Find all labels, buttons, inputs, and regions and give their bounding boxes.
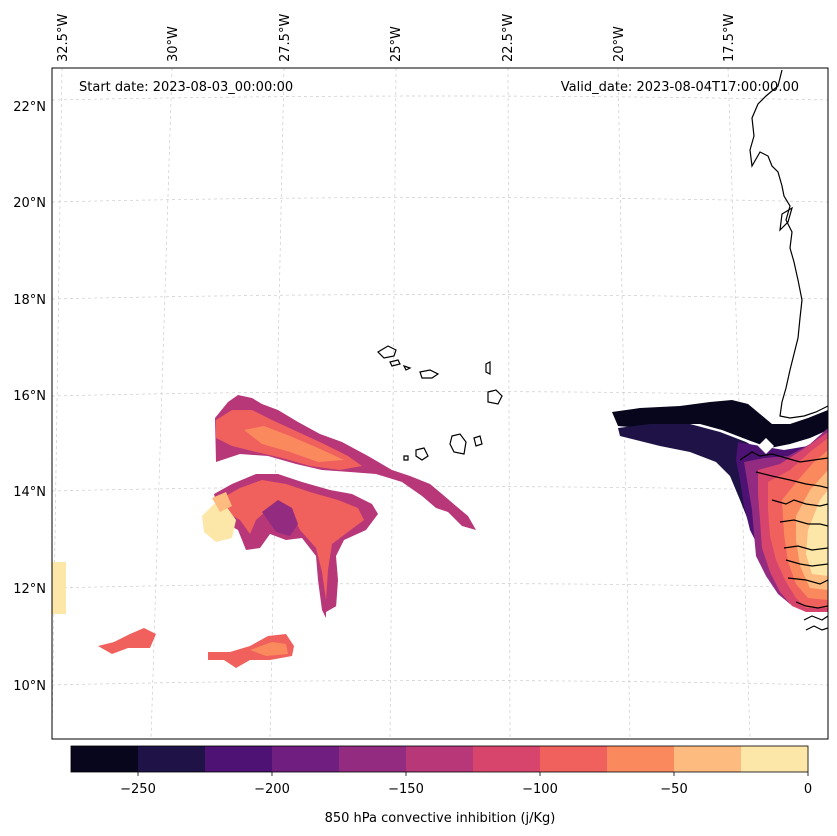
lat-label: 18°N: [13, 293, 46, 308]
gridlines: [52, 68, 828, 739]
colorbar-segment: [607, 746, 675, 772]
lat-label: 16°N: [13, 389, 46, 404]
lat-label: 22°N: [13, 100, 46, 115]
colorbar-segment: [540, 746, 608, 772]
colorbar-tick-label: −200: [254, 782, 290, 797]
colorbar-label: 850 hPa convective inhibition (j/Kg): [325, 811, 556, 826]
colorbar-segment: [674, 746, 742, 772]
cin-region-s-patch-inner: [250, 642, 288, 656]
colorbar-segment: [205, 746, 273, 772]
cin-region-swirl-peach: [212, 492, 232, 512]
cin-field: [52, 395, 828, 668]
lat-label: 14°N: [13, 485, 46, 500]
lon-label: 17.5°W: [722, 14, 737, 62]
colorbar-segment: [741, 746, 809, 772]
colorbar-segment: [339, 746, 407, 772]
cin-hole-1: [758, 438, 774, 454]
cin-hole-2: [326, 604, 340, 630]
colorbar-tick-label: −250: [120, 782, 156, 797]
start-date-label: Start date: 2023-08-03_00:00:00: [79, 80, 293, 95]
colorbar-segment: [138, 746, 206, 772]
valid-date-label: Valid_date: 2023-08-04T17:00:00.00: [561, 80, 799, 95]
coastlines: [377, 69, 828, 631]
lon-labels: 32.5°W 30°W 27.5°W 25°W 22.5°W 20°W 17.5…: [56, 14, 737, 62]
colorbar-tick-label: 0: [804, 782, 812, 797]
colorbar-ticks: −250 −200 −150 −100 −50 0: [120, 782, 812, 797]
colorbar-segment: [272, 746, 340, 772]
colorbar-segment: [406, 746, 474, 772]
colorbar-segment: [71, 746, 139, 772]
cin-region-west-edge: [52, 562, 66, 614]
lon-label: 27.5°W: [278, 14, 293, 62]
cin-region-upper-band-core: [244, 426, 344, 462]
colorbar-segment: [473, 746, 541, 772]
lat-label: 12°N: [13, 582, 46, 597]
lat-labels: 22°N 20°N 18°N 16°N 14°N 12°N 10°N: [13, 100, 46, 694]
cin-region-east-light: [806, 490, 828, 576]
colorbar-tick-label: −100: [522, 782, 558, 797]
cin-region-east-dark: [612, 400, 828, 448]
cin-region-swirl-pocket: [262, 500, 298, 536]
map-frame: [51, 67, 829, 740]
cin-region-sw-patch: [98, 628, 156, 654]
lat-label: 20°N: [13, 196, 46, 211]
colorbar-tick-label: −150: [388, 782, 424, 797]
cin-region-swirl-light: [202, 504, 236, 542]
map-area: [52, 68, 828, 739]
colorbar: [70, 745, 809, 776]
colorbar-border: [70, 745, 809, 773]
colorbar-tick-label: −50: [660, 782, 687, 797]
lon-label: 32.5°W: [56, 14, 71, 62]
lon-label: 30°W: [166, 26, 181, 62]
lon-label: 25°W: [389, 26, 404, 62]
lon-label: 20°W: [612, 26, 627, 62]
lon-label: 22.5°W: [501, 14, 516, 62]
lat-label: 10°N: [13, 679, 46, 694]
cin-region-swirl-inner: [222, 480, 364, 600]
